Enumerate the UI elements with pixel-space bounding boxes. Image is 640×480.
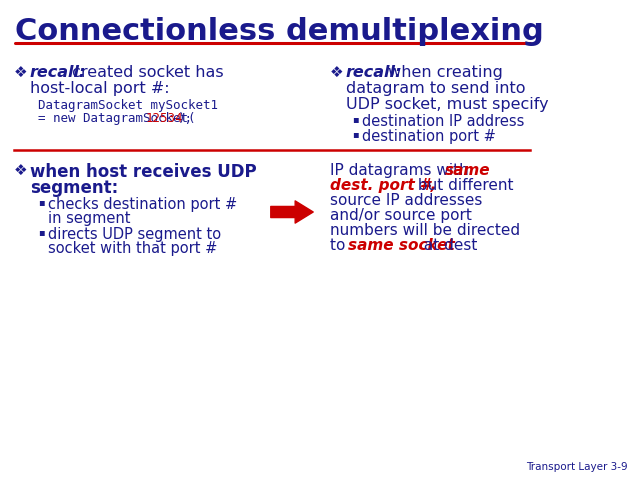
Text: but different: but different	[413, 178, 513, 193]
FancyArrowPatch shape	[271, 201, 313, 223]
Text: when host receives UDP: when host receives UDP	[30, 163, 257, 181]
Text: numbers will be directed: numbers will be directed	[330, 223, 520, 238]
Text: dest. port #,: dest. port #,	[330, 178, 436, 193]
Text: DatagramSocket mySocket1: DatagramSocket mySocket1	[38, 99, 218, 112]
Text: ❖: ❖	[14, 65, 28, 80]
Text: IP datagrams with: IP datagrams with	[330, 163, 474, 178]
Text: to: to	[330, 238, 350, 253]
Text: when creating: when creating	[383, 65, 503, 80]
Text: checks destination port #: checks destination port #	[48, 197, 237, 212]
Text: ❖: ❖	[330, 65, 344, 80]
Text: segment:: segment:	[30, 179, 118, 197]
Text: created socket has: created socket has	[67, 65, 223, 80]
Text: source IP addresses: source IP addresses	[330, 193, 483, 208]
Text: ▪: ▪	[352, 129, 358, 139]
Text: destination port #: destination port #	[362, 129, 496, 144]
Text: Connectionless demultiplexing: Connectionless demultiplexing	[15, 17, 544, 46]
Text: same socket: same socket	[348, 238, 455, 253]
Text: at dest: at dest	[419, 238, 477, 253]
Text: same: same	[445, 163, 491, 178]
Text: = new DatagramSocket(: = new DatagramSocket(	[38, 112, 195, 125]
Text: in segment: in segment	[48, 211, 131, 226]
Text: recall:: recall:	[30, 65, 86, 80]
Text: datagram to send into: datagram to send into	[346, 81, 525, 96]
Text: 12534: 12534	[146, 112, 184, 125]
Text: destination IP address: destination IP address	[362, 114, 524, 129]
Text: and/or source port: and/or source port	[330, 208, 472, 223]
Text: directs UDP segment to: directs UDP segment to	[48, 227, 221, 242]
Text: ▪: ▪	[38, 197, 45, 207]
Text: UDP socket, must specify: UDP socket, must specify	[346, 97, 548, 112]
Text: recall:: recall:	[346, 65, 403, 80]
Text: );: );	[178, 112, 193, 125]
Text: ▪: ▪	[38, 227, 45, 237]
Text: host-local port #:: host-local port #:	[30, 81, 170, 96]
Text: ▪: ▪	[352, 114, 358, 124]
Text: Transport Layer 3-9: Transport Layer 3-9	[526, 462, 628, 472]
Text: socket with that port #: socket with that port #	[48, 241, 218, 256]
Text: ❖: ❖	[14, 163, 28, 178]
